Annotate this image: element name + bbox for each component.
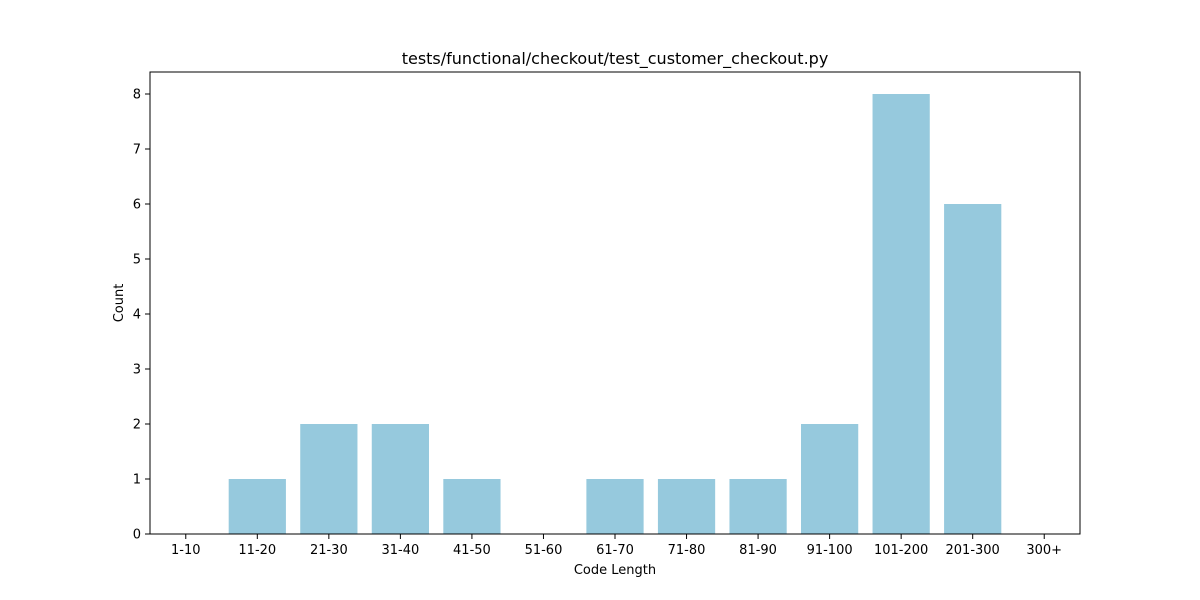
bar-31-40 [371, 424, 429, 534]
bar-41-50 [443, 479, 501, 534]
x-tick-label: 300+ [1026, 543, 1062, 558]
x-axis-ticks: 1-10 11-20 21-30 31-40 41-50 51-60 61-70 71-80 8… [171, 534, 1062, 558]
x-tick-label: 11-20 [238, 543, 276, 558]
chart-title: tests/functional/checkout/test_customer_… [402, 49, 829, 69]
x-tick-label: 201-300 [946, 543, 1000, 558]
x-tick-label: 51-60 [525, 543, 563, 558]
bar-201-300 [944, 204, 1002, 534]
bar-71-80 [657, 479, 716, 534]
x-tick-label: 31-40 [381, 543, 419, 558]
x-tick-label: 1-10 [171, 543, 201, 558]
y-tick-label: 5 [133, 253, 141, 268]
y-tick-label: 3 [133, 363, 141, 378]
x-tick-label: 81-90 [739, 543, 777, 558]
bar-81-90 [729, 479, 787, 534]
x-tick-label: 41-50 [453, 543, 491, 558]
y-tick-label: 1 [133, 473, 141, 488]
y-tick-label: 0 [133, 528, 141, 543]
y-tick-label: 2 [133, 418, 141, 433]
bar-91-100 [801, 424, 859, 534]
y-axis-ticks: 0 1 2 3 4 5 6 7 8 [133, 88, 150, 543]
x-tick-label: 91-100 [807, 543, 853, 558]
y-tick-label: 4 [133, 308, 141, 323]
x-tick-label: 71-80 [668, 543, 706, 558]
x-axis-label: Code Length [574, 563, 656, 578]
bars-group [228, 94, 1002, 534]
bar-61-70 [586, 479, 644, 534]
x-tick-label: 61-70 [596, 543, 634, 558]
x-tick-label: 21-30 [310, 543, 348, 558]
plot-frame [149, 71, 1081, 535]
bar-21-30 [300, 424, 358, 534]
y-tick-label: 8 [133, 88, 141, 103]
x-tick-label: 101-200 [874, 543, 928, 558]
bar-101-200 [872, 94, 930, 534]
y-tick-label: 6 [133, 198, 141, 213]
y-tick-label: 7 [133, 143, 141, 158]
y-axis-label: Count [112, 284, 127, 323]
bar-11-20 [228, 479, 286, 534]
